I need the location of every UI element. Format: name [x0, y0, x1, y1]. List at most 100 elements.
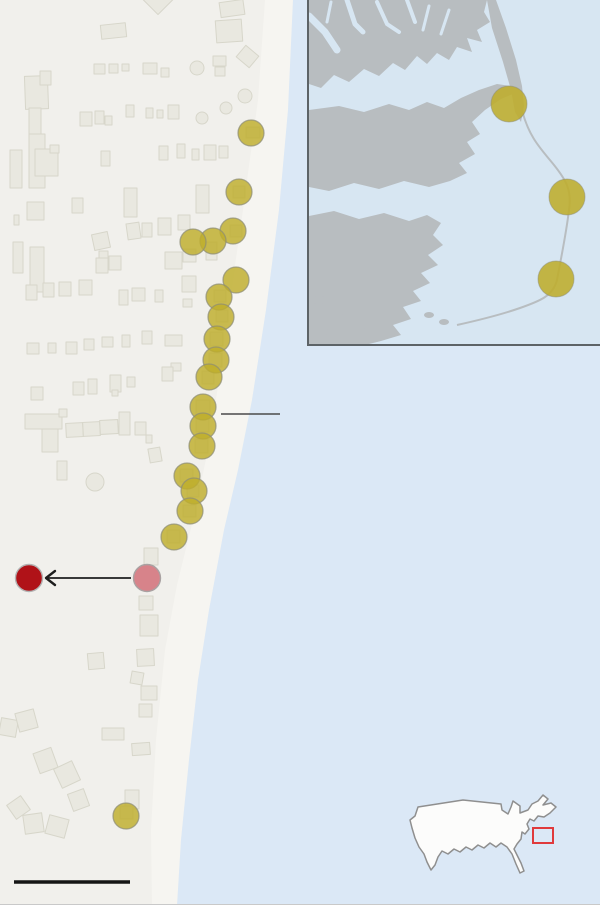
building-footprint: [142, 62, 158, 75]
building-footprint: [41, 428, 59, 453]
building-footprint: [47, 342, 57, 354]
building-footprint: [158, 145, 169, 161]
building-footprint: [93, 63, 106, 75]
building-footprint: [118, 289, 129, 306]
building-footprint: [143, 547, 159, 566]
building-footprint: [52, 760, 82, 789]
collapsed-house-dots: [112, 119, 265, 830]
inset-map-canvas: [309, 0, 600, 344]
round-building-footprint: [237, 88, 253, 104]
building-footprint: [126, 376, 136, 388]
building-footprint: [44, 814, 70, 839]
building-footprint: [129, 670, 145, 686]
building-footprint: [121, 63, 130, 72]
building-footprint: [118, 411, 131, 436]
building-footprint: [91, 231, 111, 251]
building-footprint: [72, 381, 85, 396]
collapsed-house-dot: [222, 266, 250, 294]
building-footprint: [39, 70, 52, 86]
building-footprint: [167, 104, 180, 120]
building-footprint: [6, 795, 31, 820]
building-footprint: [195, 184, 210, 214]
building-footprint: [111, 389, 119, 397]
inset-marsh-islands: [312, 296, 449, 342]
building-footprint: [87, 378, 98, 395]
inset-collapse-site-dot: [490, 85, 528, 123]
region-inset-map: [307, 0, 600, 346]
building-footprint: [78, 279, 93, 296]
building-footprint: [176, 143, 186, 159]
building-footprint: [218, 145, 229, 159]
region-highlight-box: [532, 827, 554, 844]
building-footprint: [83, 338, 95, 351]
building-footprint: [212, 55, 227, 67]
collapsed-house-dot: [179, 228, 207, 256]
inset-collapse-site-dots: [490, 85, 586, 298]
collapsed-house-dot: [160, 523, 188, 551]
building-footprint: [99, 419, 119, 435]
building-footprint: [65, 422, 84, 438]
inset-rivers: [309, 0, 451, 54]
building-footprint: [147, 446, 163, 464]
building-footprint: [161, 366, 174, 382]
collapsed-house-dot: [188, 432, 216, 460]
building-footprint: [191, 148, 200, 161]
building-footprint: [160, 67, 170, 78]
building-footprint: [214, 66, 226, 77]
building-footprint: [34, 148, 59, 177]
building-footprint: [25, 284, 38, 301]
building-footprint: [108, 255, 122, 271]
us-outline: [409, 794, 557, 874]
round-building-footprint: [189, 60, 205, 76]
building-footprint: [58, 281, 72, 297]
building-footprint: [26, 201, 45, 221]
building-footprint: [101, 336, 114, 348]
building-footprint: [42, 282, 55, 298]
barrier-island-line: [456, 109, 571, 326]
building-footprint: [154, 289, 164, 303]
building-footprint: [26, 342, 40, 355]
inset-collapse-site-dot: [537, 260, 575, 298]
building-footprint: [164, 251, 183, 270]
building-footprint: [58, 408, 68, 418]
building-footprint: [141, 0, 175, 16]
building-footprint: [82, 421, 101, 437]
us-locator-canvas: [409, 794, 557, 874]
building-footprint: [65, 341, 78, 355]
building-footprint: [56, 460, 68, 481]
building-footprint: [138, 595, 154, 611]
inset-mainland-middle: [309, 84, 515, 191]
building-footprint: [131, 741, 151, 757]
building-footprint: [131, 287, 146, 302]
relocation-arrowhead-icon: [44, 569, 57, 587]
building-footprint: [104, 115, 113, 126]
building-footprint: [32, 746, 59, 775]
building-footprint: [123, 187, 138, 218]
footer-divider: [0, 904, 600, 912]
building-footprint: [30, 386, 44, 401]
round-building-footprint: [219, 101, 233, 115]
building-footprint: [235, 44, 260, 69]
collapsed-house-dot: [237, 119, 265, 147]
building-footprint: [9, 149, 23, 189]
building-footprint: [109, 374, 122, 393]
collapsed-house-dot: [112, 802, 140, 830]
building-footprint: [214, 18, 244, 44]
building-footprint: [181, 275, 197, 293]
collapsed-house-dot: [225, 178, 253, 206]
building-footprint: [156, 109, 164, 119]
building-footprint: [218, 0, 246, 19]
building-footprint: [108, 63, 119, 74]
building-footprint: [79, 111, 93, 127]
collapsed-house-dot: [195, 363, 223, 391]
building-footprint: [101, 727, 125, 741]
building-footprint: [12, 241, 24, 274]
us-locator-map: [405, 792, 573, 892]
building-footprint: [134, 421, 147, 436]
building-footprint: [66, 788, 91, 812]
building-footprint: [0, 717, 19, 738]
building-footprint: [141, 222, 153, 238]
round-building-footprint: [85, 472, 105, 492]
inset-mainland-south: [309, 211, 443, 344]
inset-collapse-site-dot: [548, 178, 586, 216]
